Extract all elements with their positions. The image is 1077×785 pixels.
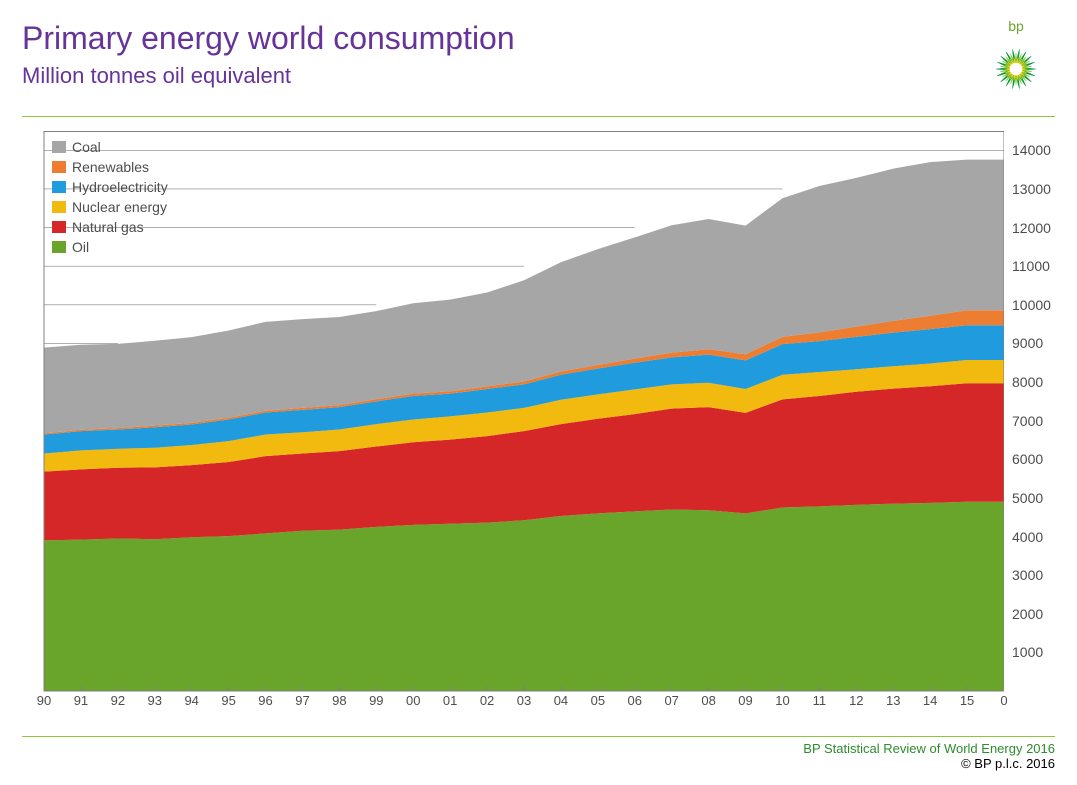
y-tick-label: 14000	[1012, 142, 1051, 158]
page-title: Primary energy world consumption	[22, 18, 1055, 57]
legend-item: Hydroelectricity	[52, 177, 168, 197]
legend-item: Natural gas	[52, 217, 168, 237]
bp-logo: bp	[977, 18, 1055, 109]
y-tick-label: 5000	[1012, 490, 1043, 506]
y-tick-label: 4000	[1012, 529, 1043, 545]
x-tick-label: 15	[960, 693, 974, 708]
y-tick-label: 12000	[1012, 220, 1051, 236]
x-axis: 90 91 92 93 94 95 96 97 98 99 00 01 02 03 04 05 06 07 08 09…	[22, 693, 1004, 713]
x-tick-label: 93	[148, 693, 162, 708]
legend-label: Renewables	[72, 157, 149, 177]
legend-item: Oil	[52, 237, 168, 257]
chart-canvas	[22, 131, 1004, 693]
legend-label: Natural gas	[72, 217, 144, 237]
x-tick-label: 95	[221, 693, 235, 708]
x-tick-label: 90	[37, 693, 51, 708]
y-tick-label: 9000	[1012, 335, 1043, 351]
x-tick-label: 14	[923, 693, 937, 708]
legend-label: Hydroelectricity	[72, 177, 168, 197]
y-tick-label: 8000	[1012, 374, 1043, 390]
x-tick-label: 99	[369, 693, 383, 708]
legend-item: Nuclear energy	[52, 197, 168, 217]
x-tick-label: 12	[849, 693, 863, 708]
x-tick-label: 98	[332, 693, 346, 708]
legend-label: Oil	[72, 237, 89, 257]
legend-item: Coal	[52, 137, 168, 157]
copyright-text: © BP p.l.c. 2016	[22, 756, 1055, 771]
chart-legend: CoalRenewablesHydroelectricityNuclear en…	[52, 137, 168, 257]
y-tick-label: 10000	[1012, 297, 1051, 313]
y-tick-label: 6000	[1012, 451, 1043, 467]
legend-swatch	[52, 241, 66, 253]
source-text: BP Statistical Review of World Energy 20…	[22, 741, 1055, 756]
x-tick-label: 04	[554, 693, 568, 708]
y-tick-label: 3000	[1012, 567, 1043, 583]
y-tick-label: 7000	[1012, 413, 1043, 429]
y-axis: 1000 2000 3000 4000 5000 6000 7000 8000 9000 1000…	[1012, 131, 1062, 691]
legend-swatch	[52, 221, 66, 233]
bp-sun-icon	[981, 34, 1051, 104]
x-tick-label: 94	[184, 693, 198, 708]
x-tick-label: 03	[517, 693, 531, 708]
x-tick-label: 96	[258, 693, 272, 708]
x-tick-label: 09	[738, 693, 752, 708]
legend-swatch	[52, 141, 66, 153]
x-tick-label: 91	[74, 693, 88, 708]
y-tick-label: 1000	[1012, 644, 1043, 660]
x-tick-label: 13	[886, 693, 900, 708]
x-tick-label: 02	[480, 693, 494, 708]
header-rule	[22, 116, 1055, 117]
y-tick-label: 11000	[1012, 258, 1050, 274]
legend-label: Coal	[72, 137, 101, 157]
legend-swatch	[52, 201, 66, 213]
x-tick-label: 97	[295, 693, 309, 708]
x-tick-label: 06	[628, 693, 642, 708]
footer-rule	[22, 736, 1055, 737]
x-tick-label: 11	[813, 693, 827, 708]
page-subtitle: Million tonnes oil equivalent	[22, 63, 1055, 89]
x-tick-label: 0	[1000, 693, 1007, 708]
legend-swatch	[52, 161, 66, 173]
x-tick-label: 92	[111, 693, 125, 708]
legend-swatch	[52, 181, 66, 193]
legend-item: Renewables	[52, 157, 168, 177]
x-tick-label: 08	[701, 693, 715, 708]
energy-stacked-area-chart: CoalRenewablesHydroelectricityNuclear en…	[22, 131, 1055, 713]
y-tick-label: 13000	[1012, 181, 1051, 197]
bp-logo-text: bp	[977, 18, 1055, 34]
legend-label: Nuclear energy	[72, 197, 167, 217]
x-tick-label: 10	[775, 693, 789, 708]
x-tick-label: 05	[591, 693, 605, 708]
x-tick-label: 00	[406, 693, 420, 708]
x-tick-label: 01	[443, 693, 457, 708]
x-tick-label: 07	[664, 693, 678, 708]
y-tick-label: 2000	[1012, 606, 1043, 622]
